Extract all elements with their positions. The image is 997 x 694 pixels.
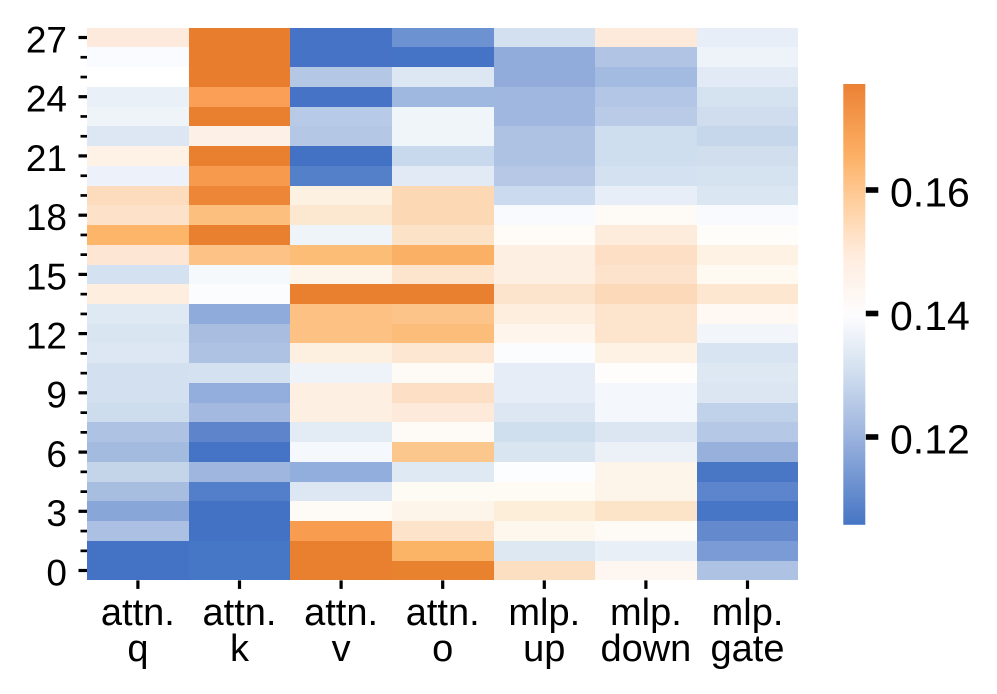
svg-text:mlp.: mlp. [610,592,682,634]
svg-text:0.12: 0.12 [890,417,970,463]
svg-text:q: q [127,628,148,670]
svg-text:0.16: 0.16 [890,170,970,216]
svg-text:3: 3 [46,493,67,534]
svg-text:mlp.: mlp. [508,592,580,634]
svg-text:24: 24 [26,79,67,120]
svg-text:attn.: attn. [406,592,480,634]
svg-text:15: 15 [26,256,67,297]
svg-text:k: k [230,628,250,670]
svg-text:21: 21 [26,138,67,179]
svg-text:attn.: attn. [101,592,175,634]
svg-text:18: 18 [26,197,67,238]
svg-text:attn.: attn. [203,592,277,634]
svg-text:v: v [332,628,351,670]
svg-text:up: up [523,628,565,670]
svg-text:gate: gate [711,628,785,670]
svg-text:12: 12 [26,316,67,357]
svg-text:0: 0 [46,552,67,593]
svg-text:0.14: 0.14 [890,293,970,339]
svg-text:mlp.: mlp. [712,592,784,634]
svg-text:9: 9 [46,375,67,416]
svg-text:o: o [432,628,453,670]
svg-text:6: 6 [46,434,67,475]
svg-text:27: 27 [26,19,67,60]
svg-text:down: down [600,628,691,670]
svg-text:attn.: attn. [304,592,378,634]
